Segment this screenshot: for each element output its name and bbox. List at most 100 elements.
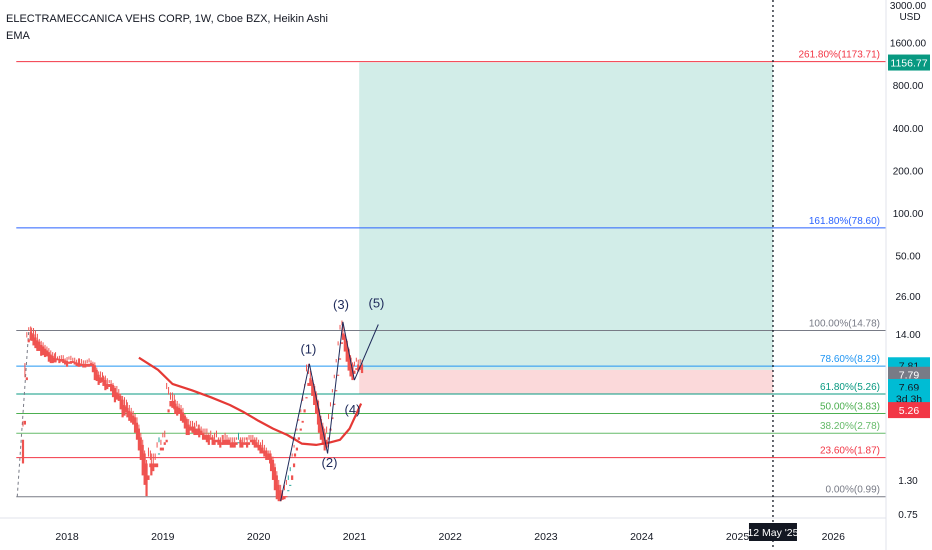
wave-segment bbox=[327, 321, 344, 454]
time-tick-label: 2022 bbox=[439, 531, 463, 543]
candle-body bbox=[80, 363, 83, 367]
candle bbox=[62, 355, 65, 364]
candle-body bbox=[349, 357, 352, 377]
fibonacci-levels: 261.80%(1173.71) 161.80%(78.60) 100.00%(14… bbox=[16, 50, 886, 498]
candle bbox=[217, 437, 220, 445]
fib-level-label: 78.60%(8.29) bbox=[820, 354, 880, 365]
candle-body bbox=[229, 442, 232, 448]
candle bbox=[246, 437, 249, 448]
candle-body bbox=[30, 332, 33, 341]
candle bbox=[30, 327, 33, 341]
wave-label: (2) bbox=[322, 455, 338, 470]
candle bbox=[141, 439, 144, 476]
candle-body bbox=[130, 412, 133, 423]
candle bbox=[267, 450, 270, 460]
candle bbox=[251, 435, 254, 445]
candle bbox=[43, 344, 47, 358]
candle bbox=[209, 430, 212, 440]
candle-body bbox=[205, 435, 208, 443]
candle bbox=[259, 442, 262, 454]
candle bbox=[291, 453, 294, 480]
price-tick-label: 26.00 bbox=[895, 292, 920, 303]
candle bbox=[152, 453, 155, 472]
candle-body bbox=[311, 380, 314, 396]
candle-body bbox=[133, 417, 137, 433]
candle-body bbox=[73, 361, 76, 365]
candle bbox=[243, 437, 246, 445]
candle bbox=[200, 426, 203, 436]
wave-segment bbox=[308, 363, 329, 454]
position-zones bbox=[359, 62, 773, 395]
candle-body bbox=[211, 437, 214, 445]
candle-body bbox=[285, 496, 288, 498]
candle-body bbox=[163, 442, 166, 445]
candle bbox=[275, 471, 278, 500]
date-marker-box bbox=[748, 523, 797, 541]
time-axis[interactable]: 2018 2019 2020 2021 2022 2023 2024 2025 2026 12 M… bbox=[0, 517, 886, 543]
indicator-label[interactable]: EMA bbox=[6, 30, 30, 42]
candle-body bbox=[58, 359, 61, 364]
time-tick-label: 2025 bbox=[726, 531, 750, 543]
candle bbox=[231, 437, 234, 448]
candle bbox=[247, 435, 251, 445]
candle bbox=[201, 428, 205, 440]
candle bbox=[309, 370, 312, 386]
candle-body bbox=[307, 382, 310, 386]
candle-body bbox=[152, 463, 155, 472]
wave-label: (3) bbox=[333, 297, 349, 312]
candle-body bbox=[49, 354, 52, 364]
candle-body bbox=[273, 467, 276, 491]
candle bbox=[51, 352, 54, 364]
candle-body bbox=[343, 334, 346, 352]
candle bbox=[38, 338, 41, 351]
candle-body bbox=[357, 364, 360, 372]
candle bbox=[211, 435, 214, 445]
price-tick-label: 1.30 bbox=[898, 476, 918, 487]
candle-body bbox=[143, 453, 146, 485]
time-tick-label: 2026 bbox=[822, 531, 846, 543]
candle bbox=[193, 422, 196, 436]
candle bbox=[227, 437, 231, 445]
candle-body bbox=[110, 383, 113, 392]
elliott-waves: (1) (2) (3) (4) (5) bbox=[280, 295, 384, 502]
candle bbox=[86, 359, 89, 367]
candle bbox=[161, 432, 164, 451]
candle-body bbox=[93, 365, 96, 381]
candle bbox=[279, 484, 282, 502]
candle bbox=[355, 357, 358, 370]
candle-body bbox=[223, 439, 227, 445]
candle-body bbox=[297, 437, 300, 440]
wave-segment bbox=[353, 324, 379, 381]
price-tick-label: 0.75 bbox=[898, 510, 918, 521]
candle-body bbox=[38, 341, 41, 351]
candle bbox=[80, 359, 83, 367]
candle bbox=[73, 357, 76, 365]
candle-body bbox=[189, 426, 192, 431]
candle bbox=[165, 382, 168, 443]
candle bbox=[239, 437, 242, 448]
candle-body bbox=[231, 442, 234, 448]
fib-level-label: 61.80%(5.26) bbox=[820, 382, 880, 393]
candle-body bbox=[150, 463, 153, 476]
wave-label: (1) bbox=[300, 341, 316, 356]
candle-body bbox=[132, 415, 135, 425]
fib-level-label: 0.00%(0.99) bbox=[826, 485, 880, 496]
candle bbox=[82, 360, 85, 368]
candle bbox=[253, 437, 256, 448]
candle-body bbox=[319, 419, 322, 440]
candle-body bbox=[75, 362, 78, 367]
candle-body bbox=[313, 385, 316, 406]
candle bbox=[56, 356, 59, 361]
candle bbox=[169, 392, 172, 407]
candle-body bbox=[287, 490, 290, 492]
candle bbox=[115, 385, 118, 400]
candle bbox=[167, 386, 170, 413]
candle-body bbox=[335, 390, 338, 392]
candle bbox=[195, 420, 198, 436]
candle bbox=[297, 419, 300, 440]
candle-body bbox=[95, 369, 98, 382]
candle-body bbox=[263, 450, 266, 457]
candle-body bbox=[185, 419, 188, 436]
